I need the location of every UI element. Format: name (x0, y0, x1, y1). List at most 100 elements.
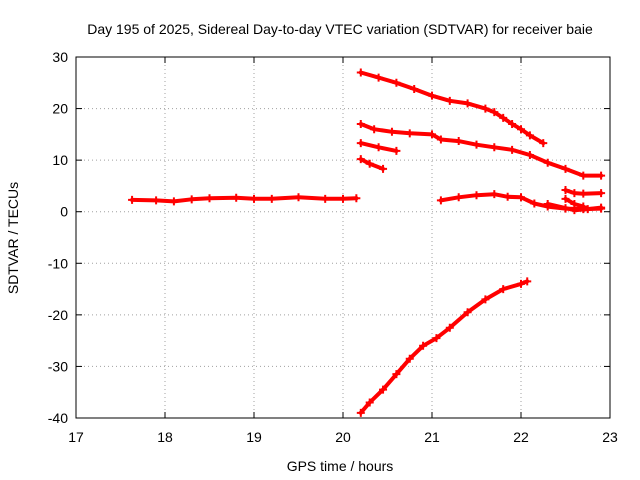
data-point (463, 308, 472, 317)
data-point (543, 158, 552, 167)
grid (76, 57, 610, 418)
data-point (561, 186, 570, 195)
y-tick-label: 30 (52, 49, 68, 65)
series-arc-7 (543, 199, 606, 215)
data-point (379, 164, 388, 173)
x-tick-label: 22 (513, 429, 529, 445)
data-point (445, 96, 454, 105)
data-point (232, 193, 241, 202)
data-point (463, 99, 472, 108)
data-point (454, 193, 463, 202)
x-tick-label: 19 (246, 429, 262, 445)
data-point (356, 408, 365, 417)
data-point (490, 108, 499, 117)
data-point (517, 125, 525, 134)
data-point (356, 155, 365, 164)
data-point (267, 194, 276, 203)
data-point (597, 189, 606, 198)
data-point (561, 164, 570, 173)
data-point (579, 171, 588, 180)
y-tick-label: -10 (48, 255, 68, 271)
series-arc-5 (356, 155, 388, 173)
data-point (187, 195, 196, 204)
data-point (250, 194, 258, 203)
data-point (128, 195, 137, 204)
data-point (508, 145, 517, 154)
data-point (405, 129, 414, 138)
data-point (339, 194, 347, 203)
y-tick-label: 10 (52, 152, 68, 168)
data-point (365, 398, 374, 407)
data-point (392, 370, 401, 379)
data-point (410, 84, 419, 93)
data-point (436, 196, 445, 205)
data-point (365, 159, 374, 168)
data-series (128, 68, 606, 417)
data-point (356, 120, 365, 129)
data-point (356, 68, 365, 77)
data-point (387, 127, 396, 136)
data-point (374, 73, 383, 82)
data-point (152, 196, 161, 205)
data-point (356, 139, 365, 148)
axes: 17 18 19 20 21 22 23 -40 -30 -20 -10 0 10 20 30 (48, 49, 618, 445)
y-tick-label: 20 (52, 101, 68, 117)
data-point (432, 334, 441, 343)
data-point (499, 285, 508, 294)
data-point (379, 385, 388, 394)
series-arc-2 (356, 68, 548, 148)
data-point (294, 193, 303, 202)
y-tick-label: -30 (48, 358, 68, 374)
data-point (428, 130, 436, 139)
data-point (374, 143, 383, 152)
data-point (579, 189, 588, 198)
data-point (503, 192, 512, 201)
x-tick-label: 23 (602, 429, 618, 445)
series-arc-8 (561, 186, 606, 198)
x-tick-label: 20 (335, 429, 351, 445)
data-point (561, 194, 570, 203)
data-point (543, 199, 552, 208)
data-point (428, 91, 436, 100)
x-tick-label: 21 (424, 429, 440, 445)
data-point (530, 199, 539, 208)
data-point (517, 193, 525, 202)
data-point (561, 204, 570, 213)
data-point (321, 194, 330, 203)
data-point (436, 135, 445, 144)
y-axis-label: SDTVAR / TECUs (5, 182, 21, 294)
data-point (579, 202, 588, 211)
series-line (358, 279, 530, 415)
data-point (508, 120, 517, 129)
series-arc-10 (356, 277, 532, 417)
data-point (445, 323, 454, 332)
y-tick-label: -40 (48, 410, 68, 426)
y-tick-label: 0 (60, 204, 68, 220)
y-tick-label: -20 (48, 307, 68, 323)
chart-title: Day 195 of 2025, Sidereal Day-to-day VTE… (87, 21, 593, 37)
series-arc-9 (561, 194, 588, 211)
series-arc-4 (356, 139, 401, 155)
data-point (352, 194, 361, 203)
x-axis-label: GPS time / hours (287, 458, 394, 474)
data-point (539, 139, 548, 148)
data-point (392, 146, 401, 155)
data-point (472, 140, 481, 149)
data-point (523, 277, 532, 286)
series-arc-1 (128, 193, 361, 206)
data-point (419, 341, 428, 350)
data-point (490, 143, 499, 152)
series-line (563, 188, 604, 196)
data-point (583, 205, 592, 214)
data-point (392, 78, 401, 87)
series-arc-3 (356, 120, 606, 180)
data-point (525, 150, 534, 159)
data-point (481, 104, 490, 113)
data-point (205, 194, 214, 203)
data-point (169, 197, 178, 206)
x-tick-label: 18 (157, 429, 173, 445)
x-tick-label: 17 (68, 429, 84, 445)
data-point (525, 131, 534, 140)
data-point (490, 190, 499, 199)
